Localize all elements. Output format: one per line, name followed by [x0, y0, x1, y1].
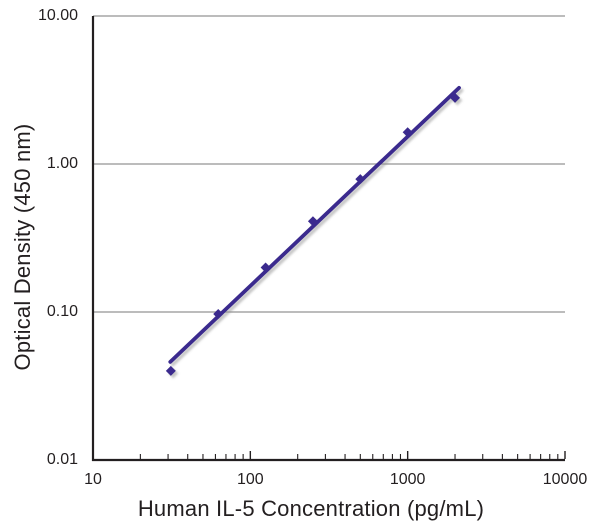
x-tick-label-10: 10 — [84, 471, 102, 488]
standard-curve-group — [165, 85, 461, 376]
y-tick-label-10.00: 10.00 — [37, 7, 78, 24]
data-point-diamond — [355, 174, 366, 185]
x-tick-label-100: 100 — [236, 471, 264, 488]
data-point-diamond — [165, 365, 176, 376]
x-axis-title: Human IL-5 Concentration (pg/mL) — [137, 496, 485, 521]
data-point-diamond — [260, 262, 271, 273]
x-tick-label-1000: 1000 — [389, 471, 426, 488]
y-tick-label-0.10: 0.10 — [46, 303, 78, 320]
x-tick-label-10000: 10000 — [542, 471, 588, 488]
data-point-diamond — [213, 308, 224, 319]
y-tick-label-1.00: 1.00 — [46, 155, 78, 172]
trend-line — [168, 85, 461, 364]
data-point-diamond — [450, 92, 461, 103]
data-point-diamond — [307, 216, 318, 227]
y-tick-label-0.01: 0.01 — [46, 451, 78, 468]
data-point-diamond — [402, 127, 413, 138]
